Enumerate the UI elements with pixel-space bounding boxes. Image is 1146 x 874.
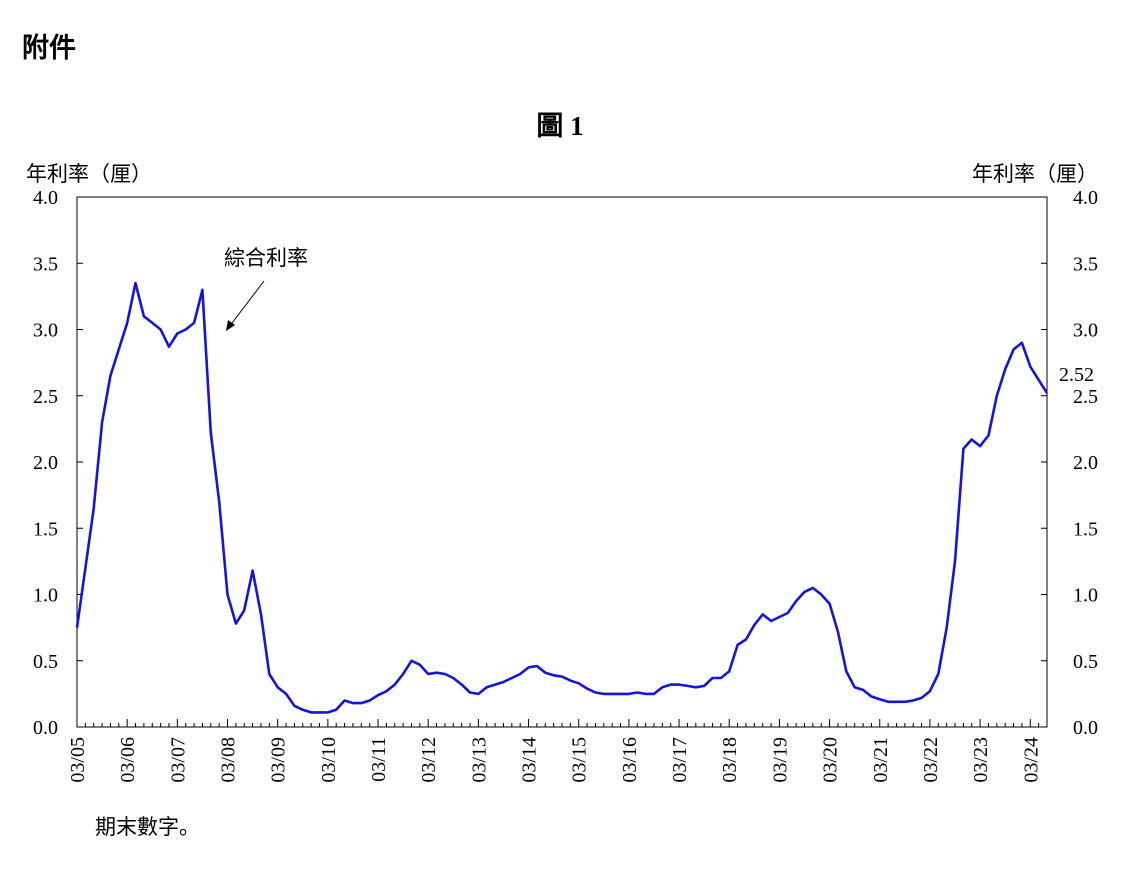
x-tick-label: 03/24 bbox=[1020, 737, 1042, 783]
x-tick-label: 03/17 bbox=[669, 737, 691, 783]
x-tick-label: 03/14 bbox=[519, 737, 541, 783]
y2-tick-label: 4.0 bbox=[1073, 187, 1098, 209]
plot-frame bbox=[76, 196, 1048, 728]
footnote: 期末數字。 bbox=[95, 815, 200, 839]
x-tick-label: 03/07 bbox=[167, 737, 189, 783]
annotation: 綜合利率 bbox=[224, 246, 308, 270]
end-value-label: 2.52 bbox=[1059, 364, 1094, 386]
x-tick-label: 03/13 bbox=[468, 737, 490, 783]
x-tick-label: 03/18 bbox=[719, 737, 741, 783]
x-tick-label: 03/09 bbox=[268, 737, 290, 783]
y-tick-label: 4.0 bbox=[33, 187, 58, 209]
x-tick-label: 03/12 bbox=[418, 737, 440, 783]
y-tick-label: 2.5 bbox=[33, 386, 58, 408]
header: 附件 bbox=[22, 33, 76, 64]
x-tick-label: 03/11 bbox=[368, 737, 390, 782]
arrow-head bbox=[226, 320, 235, 331]
x-tick-label: 03/06 bbox=[117, 737, 139, 783]
y-tick-label: 0.0 bbox=[33, 717, 58, 739]
x-tick-label: 03/23 bbox=[970, 737, 992, 783]
y2-tick-label: 1.0 bbox=[1073, 585, 1098, 607]
y2-tick-label: 0.5 bbox=[1073, 651, 1098, 673]
y2-tick-label: 0.0 bbox=[1073, 717, 1098, 739]
y-tick-label: 3.5 bbox=[33, 253, 58, 275]
y2-tick-label: 3.5 bbox=[1073, 253, 1098, 275]
y2-tick-label: 3.0 bbox=[1073, 320, 1098, 342]
y-tick-label: 1.0 bbox=[33, 585, 58, 607]
x-tick-label: 03/15 bbox=[569, 737, 591, 783]
y-tick-label: 0.5 bbox=[33, 651, 58, 673]
data-line bbox=[75, 281, 1049, 714]
x-tick-label: 03/20 bbox=[820, 737, 842, 783]
annotation-arrow bbox=[228, 280, 265, 328]
x-tick-label: 03/08 bbox=[218, 737, 240, 783]
chart-title: 圖 1 bbox=[536, 111, 583, 141]
y-axis-label: 年利率（厘） bbox=[26, 162, 152, 186]
y2-tick-label: 2.0 bbox=[1073, 452, 1098, 474]
y2-axis-label: 年利率（厘） bbox=[972, 162, 1098, 186]
x-tick-label: 03/16 bbox=[619, 737, 641, 783]
x-tick-label: 03/19 bbox=[769, 737, 791, 783]
x-tick-label: 03/10 bbox=[318, 737, 340, 783]
y-tick-label: 2.0 bbox=[33, 452, 58, 474]
y2-tick-label: 2.5 bbox=[1073, 386, 1098, 408]
x-tick-label: 03/21 bbox=[870, 737, 892, 783]
x-tick-label: 03/05 bbox=[67, 737, 89, 783]
y-tick-label: 1.5 bbox=[33, 518, 58, 540]
y-tick-label: 3.0 bbox=[33, 320, 58, 342]
x-tick-label: 03/22 bbox=[920, 737, 942, 783]
y2-tick-label: 1.5 bbox=[1073, 518, 1098, 540]
plot: 0.0 0.5 1.0 1.5 2.0 2.5 3.0 3.5 4.0 0.0 0.5 1.0 1.5 2… bbox=[33, 187, 1098, 783]
